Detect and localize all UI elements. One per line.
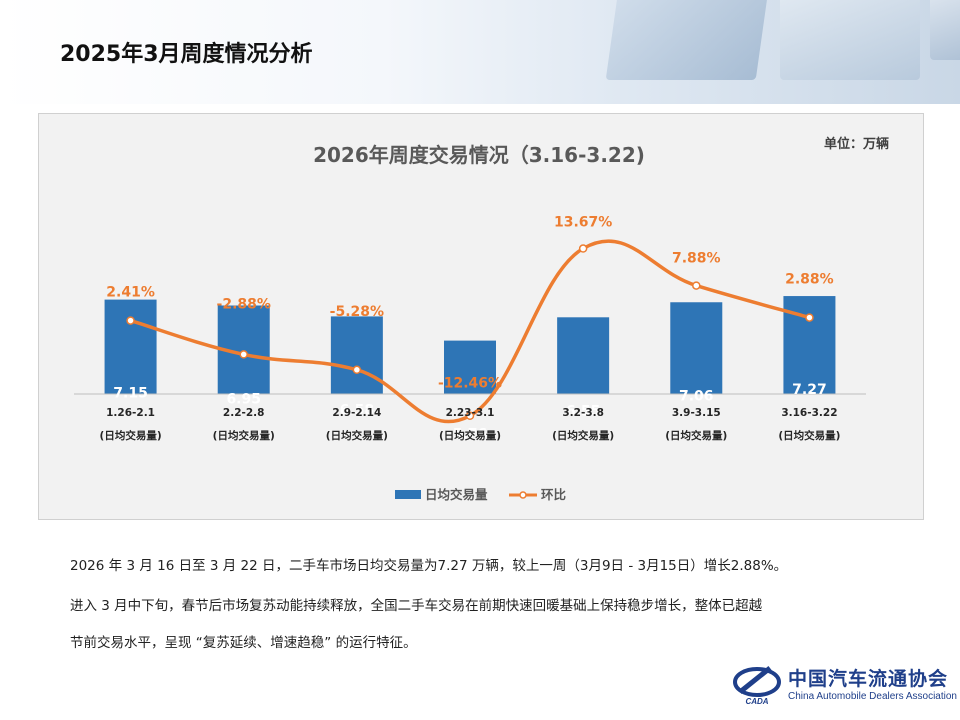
mom-value-label: 7.88% xyxy=(672,251,721,267)
mom-value-label: 2.41% xyxy=(106,285,155,301)
logo-emblem-text: CADA xyxy=(745,697,768,706)
mom-point-3.2-3.8 xyxy=(578,244,588,253)
legend-bar-label: 日均交易量 xyxy=(425,487,488,502)
x-tick-sublabel: (日均交易量) xyxy=(213,429,275,442)
bar-2.23-3.1 xyxy=(444,340,496,394)
description-line-3: 节前交易水平，呈现 “复苏延续、增速趋稳” 的运行特征。 xyxy=(70,635,417,651)
chart-unit-label: 单位：万辆 xyxy=(824,136,889,152)
x-tick-label: 3.2-3.8 xyxy=(562,407,604,419)
bar-value-label: 6.95 xyxy=(226,392,261,408)
description-line-1: 2026 年 3 月 16 日至 3 月 22 日，二手车市场日均交易量为7.2… xyxy=(70,558,788,574)
mom-value-label: 13.67% xyxy=(554,215,612,231)
x-tick-label: 2.23-3.1 xyxy=(446,407,495,419)
mom-point-1.26-2.1 xyxy=(126,316,135,325)
bar-value-label: 7.27 xyxy=(792,382,827,398)
x-tick-label: 3.9-3.15 xyxy=(672,407,721,419)
x-tick-sublabel: (日均交易量) xyxy=(326,429,388,442)
x-tick-label: 1.26-2.1 xyxy=(106,407,155,419)
decorative-cube xyxy=(930,0,960,60)
legend-bar-swatch xyxy=(395,490,421,499)
bar-value-label: 7.06 xyxy=(679,388,714,404)
mom-point-2.2-2.8 xyxy=(239,350,248,359)
bar-value-label: 5.76 xyxy=(453,427,488,443)
x-tick-label: 3.16-3.22 xyxy=(781,407,837,419)
mom-value-label: -5.28% xyxy=(330,304,384,320)
mom-point-3.9-3.15 xyxy=(692,281,701,290)
mom-value-label: 2.88% xyxy=(785,272,834,288)
decorative-cube xyxy=(780,0,920,80)
mom-point-3.16-3.22 xyxy=(805,313,814,322)
bar-3.9-3.15 xyxy=(670,302,723,394)
header-banner xyxy=(0,0,960,104)
weekly-trading-chart: 2026年周度交易情况（3.16-3.22) 单位：万辆 7.15 6.95 6.58 5… xyxy=(74,136,889,502)
decorative-cube xyxy=(605,0,769,80)
chart-panel: 2026年周度交易情况（3.16-3.22) 单位：万辆 7.15 6.95 6.58 5… xyxy=(38,113,924,520)
bar-2.9-2.14 xyxy=(330,316,383,394)
page-title: 2025年3月周度情况分析 xyxy=(60,42,313,67)
bar-value-label: 6.55 xyxy=(566,403,601,419)
bar-value-label: 7.15 xyxy=(113,386,148,402)
description-line-2: 进入 3 月中下旬，春节后市场复苏动能持续释放，全国二手车交易在前期快速回暖基础… xyxy=(70,598,763,614)
legend-line-marker xyxy=(519,491,527,499)
x-tick-sublabel: (日均交易量) xyxy=(778,429,840,442)
chart-title: 2026年周度交易情况（3.16-3.22) xyxy=(313,143,645,167)
bar-1.26-2.1 xyxy=(104,299,157,394)
cada-emblem-icon: CADA xyxy=(733,666,781,706)
mom-value-label: -12.46% xyxy=(438,376,502,392)
x-tick-label: 2.9-2.14 xyxy=(332,407,381,419)
bar-3.2-3.8 xyxy=(557,317,610,394)
mom-point-2.9-2.14 xyxy=(352,365,362,375)
x-tick-sublabel: (日均交易量) xyxy=(439,429,501,442)
mom-point-2.23-3.1 xyxy=(465,411,475,420)
x-tick-sublabel: (日均交易量) xyxy=(552,429,614,442)
cada-logo: CADA 中国汽车流通协会 China Automobile Dealers A… xyxy=(730,662,960,712)
x-tick-label: 2.2-2.8 xyxy=(223,407,265,419)
x-tick-sublabel: (日均交易量) xyxy=(100,429,162,442)
logo-name-en: China Automobile Dealers Association xyxy=(788,691,957,702)
logo-name-cn: 中国汽车流通协会 xyxy=(788,668,949,690)
mom-value-label: -2.88% xyxy=(217,296,271,312)
x-tick-sublabel: (日均交易量) xyxy=(665,429,727,442)
legend-line-label: 环比 xyxy=(541,487,567,502)
bar-value-label: 6.58 xyxy=(340,402,375,418)
